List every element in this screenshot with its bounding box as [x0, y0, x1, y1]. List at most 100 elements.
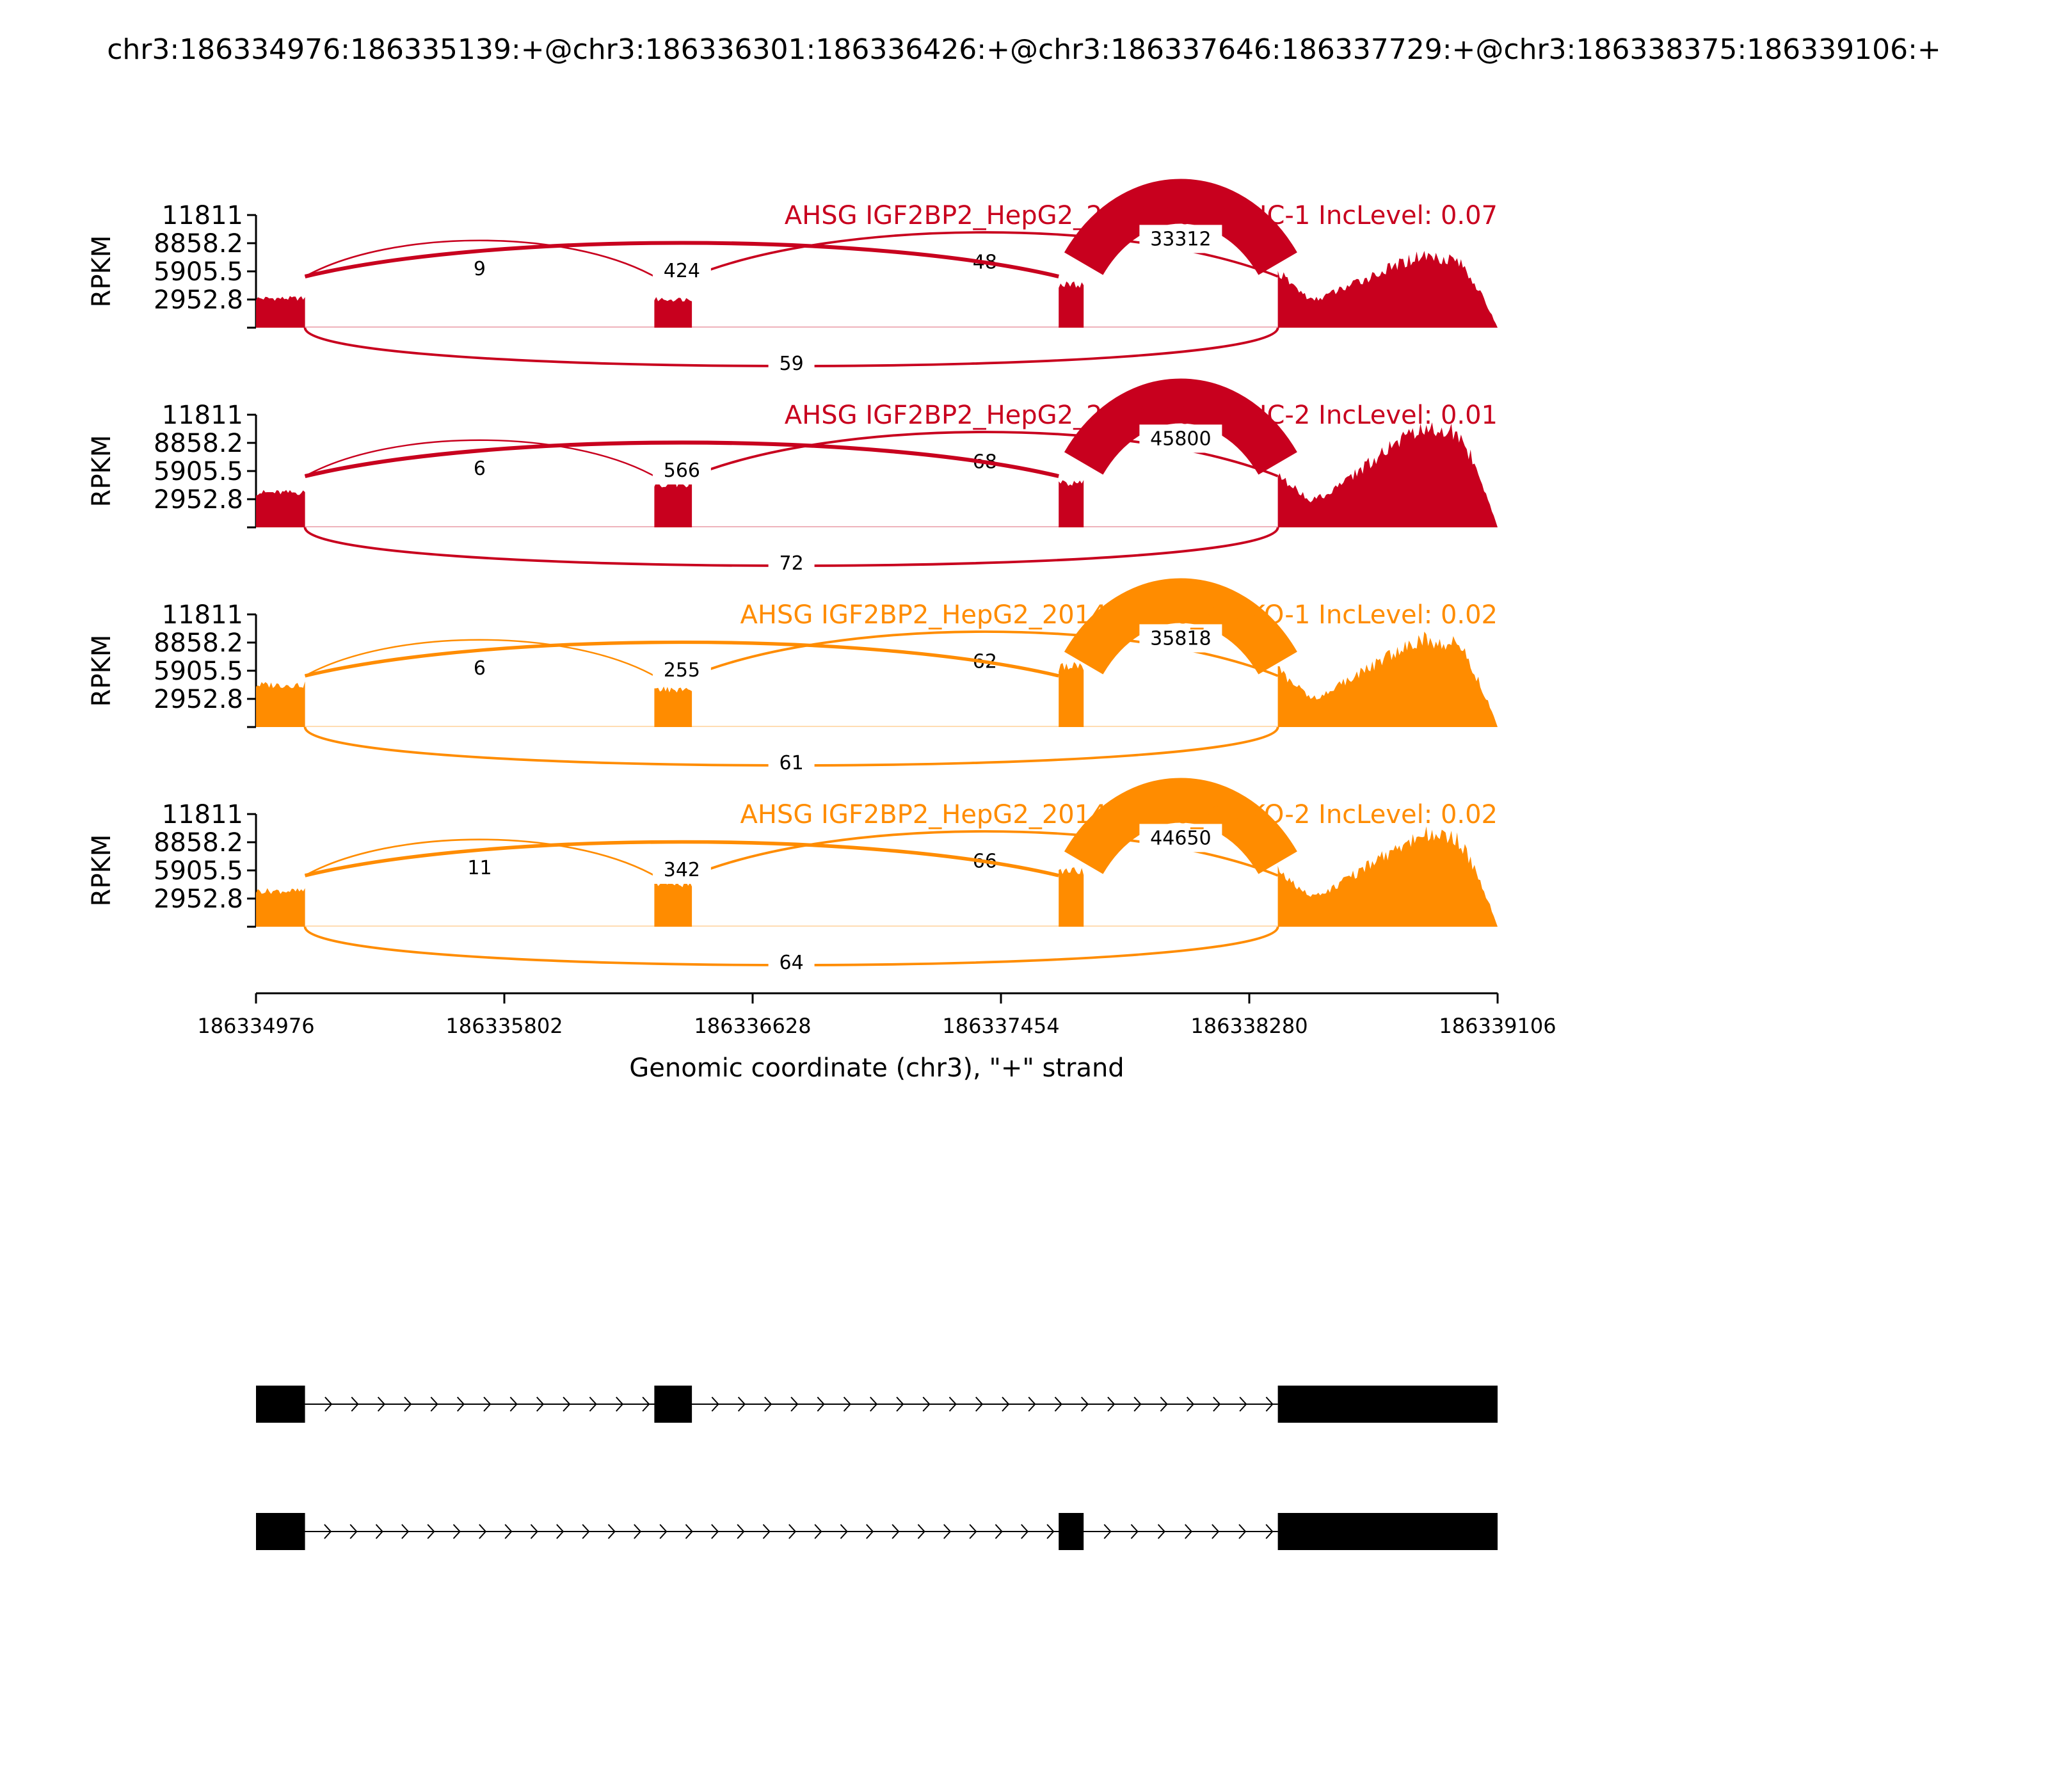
strand-arrow-icon	[324, 1396, 333, 1412]
junction-count-label: 255	[664, 659, 700, 682]
y-tick-label: 8858.2	[154, 628, 243, 658]
strand-arrow-icon	[1133, 1396, 1142, 1412]
isoform-models	[256, 1386, 1498, 1550]
junction-label-box	[768, 749, 815, 777]
strand-arrow-icon	[504, 1524, 513, 1539]
coverage-area	[256, 681, 305, 727]
strand-arrow-icon	[892, 1524, 900, 1539]
sample-label: AHSG IGF2BP2_HepG2_2014-10-16_NC-1 IncLe…	[785, 201, 1498, 230]
strand-arrow-icon	[404, 1396, 412, 1412]
strand-arrow-icon	[969, 1524, 977, 1539]
junction-label-box	[462, 653, 497, 682]
junction-count-label: 33312	[1150, 228, 1211, 250]
strand-arrow-icon	[943, 1524, 952, 1539]
exon-block	[654, 1386, 692, 1423]
strand-arrow-icon	[351, 1396, 359, 1412]
sample-label: AHSG IGF2BP2_HepG2_2014-10-16_KD/KO-2 In…	[740, 800, 1498, 829]
junction-count-label: 424	[664, 260, 700, 282]
x-tick-label: 186334976	[197, 1014, 314, 1038]
coverage-area	[654, 297, 692, 328]
junction-label-box	[1139, 624, 1222, 653]
coverage-area	[1277, 826, 1498, 927]
junction-arc	[304, 639, 655, 677]
coverage-area	[256, 296, 305, 328]
sample-label: AHSG IGF2BP2_HepG2_2014-10-16_KD/KO-1 In…	[740, 600, 1498, 630]
strand-arrow-icon	[1265, 1396, 1274, 1412]
strand-arrow-icon	[922, 1396, 931, 1412]
strand-arrow-icon	[817, 1396, 825, 1412]
junction-arc	[691, 630, 1279, 677]
strand-arrow-icon	[607, 1524, 616, 1539]
junction-label-box	[652, 856, 711, 884]
junction-count-label: 6	[474, 657, 486, 680]
strand-arrow-icon	[711, 1524, 719, 1539]
y-tick-label: 8858.2	[154, 828, 243, 858]
strand-arrow-icon	[1054, 1396, 1062, 1412]
coverage-area	[1277, 251, 1498, 328]
isoform-model	[256, 1386, 1498, 1423]
junction-label-box	[456, 853, 503, 882]
strand-arrow-icon	[530, 1524, 538, 1539]
strand-arrow-icon	[1238, 1524, 1247, 1539]
junction-arc	[304, 840, 1059, 877]
strand-arrow-icon	[1103, 1524, 1112, 1539]
junction-label-box	[768, 349, 815, 378]
strand-arrow-icon	[479, 1524, 487, 1539]
strand-arrow-icon	[1130, 1524, 1139, 1539]
y-tick-label: 11811	[162, 600, 243, 630]
strand-arrow-icon	[1080, 1396, 1089, 1412]
y-axis-label: RPKM	[87, 435, 116, 508]
strand-arrow-icon	[948, 1396, 957, 1412]
coverage-area	[1059, 281, 1084, 328]
strand-arrow-icon	[814, 1524, 822, 1539]
strand-arrow-icon	[1239, 1396, 1247, 1412]
y-axis-label: RPKM	[87, 835, 116, 907]
y-axis-label: RPKM	[87, 236, 116, 308]
strand-arrow-icon	[349, 1524, 358, 1539]
junction-count-label: 35818	[1150, 627, 1211, 650]
junction-count-label: 566	[664, 460, 700, 482]
coverage-area	[1059, 480, 1084, 527]
strand-arrow-icon	[840, 1524, 848, 1539]
junction-label-box	[652, 456, 711, 484]
exon-block	[1277, 1513, 1498, 1550]
strand-arrow-icon	[563, 1396, 571, 1412]
strand-arrow-icon	[870, 1396, 878, 1412]
junction-label-box	[652, 257, 711, 285]
x-axis: 186334976 186335802 186336628 186337454 1863…	[197, 992, 1556, 1038]
junction-arc	[304, 241, 1059, 278]
figure-title: chr3:186334976:186335139:+@chr3:18633630…	[107, 33, 1941, 66]
coverage-area	[256, 490, 305, 527]
strand-arrow-icon	[452, 1524, 461, 1539]
strand-arrow-icon	[375, 1524, 383, 1539]
strand-arrow-icon	[1186, 1396, 1195, 1412]
junction-arc	[691, 830, 1279, 877]
coverage-area	[256, 888, 305, 927]
strand-arrow-icon	[995, 1524, 1003, 1539]
strand-arrow-icon	[1157, 1524, 1165, 1539]
strand-arrow-icon	[401, 1524, 410, 1539]
strand-arrow-icon	[509, 1396, 518, 1412]
junction-label-box	[1139, 824, 1222, 852]
junction-label-box	[462, 454, 497, 483]
exon-block	[1059, 1513, 1084, 1550]
strand-arrow-icon	[737, 1524, 745, 1539]
junction-arc	[304, 640, 1059, 678]
y-tick-label: 5905.5	[154, 657, 243, 686]
junction-count-label: 11	[467, 857, 492, 879]
x-axis-label: Genomic coordinate (chr3), "+" strand	[629, 1053, 1124, 1083]
strand-arrow-icon	[582, 1524, 590, 1539]
strand-arrow-icon	[642, 1396, 650, 1412]
coverage-area	[654, 686, 692, 727]
junction-arc	[304, 838, 655, 877]
coverage-area	[1059, 662, 1084, 727]
junction-count-label: 45800	[1150, 428, 1211, 450]
x-tick-label: 186336628	[694, 1014, 811, 1038]
strand-arrow-icon	[324, 1524, 332, 1539]
strand-arrow-icon	[659, 1524, 668, 1539]
coverage-area	[654, 881, 692, 927]
